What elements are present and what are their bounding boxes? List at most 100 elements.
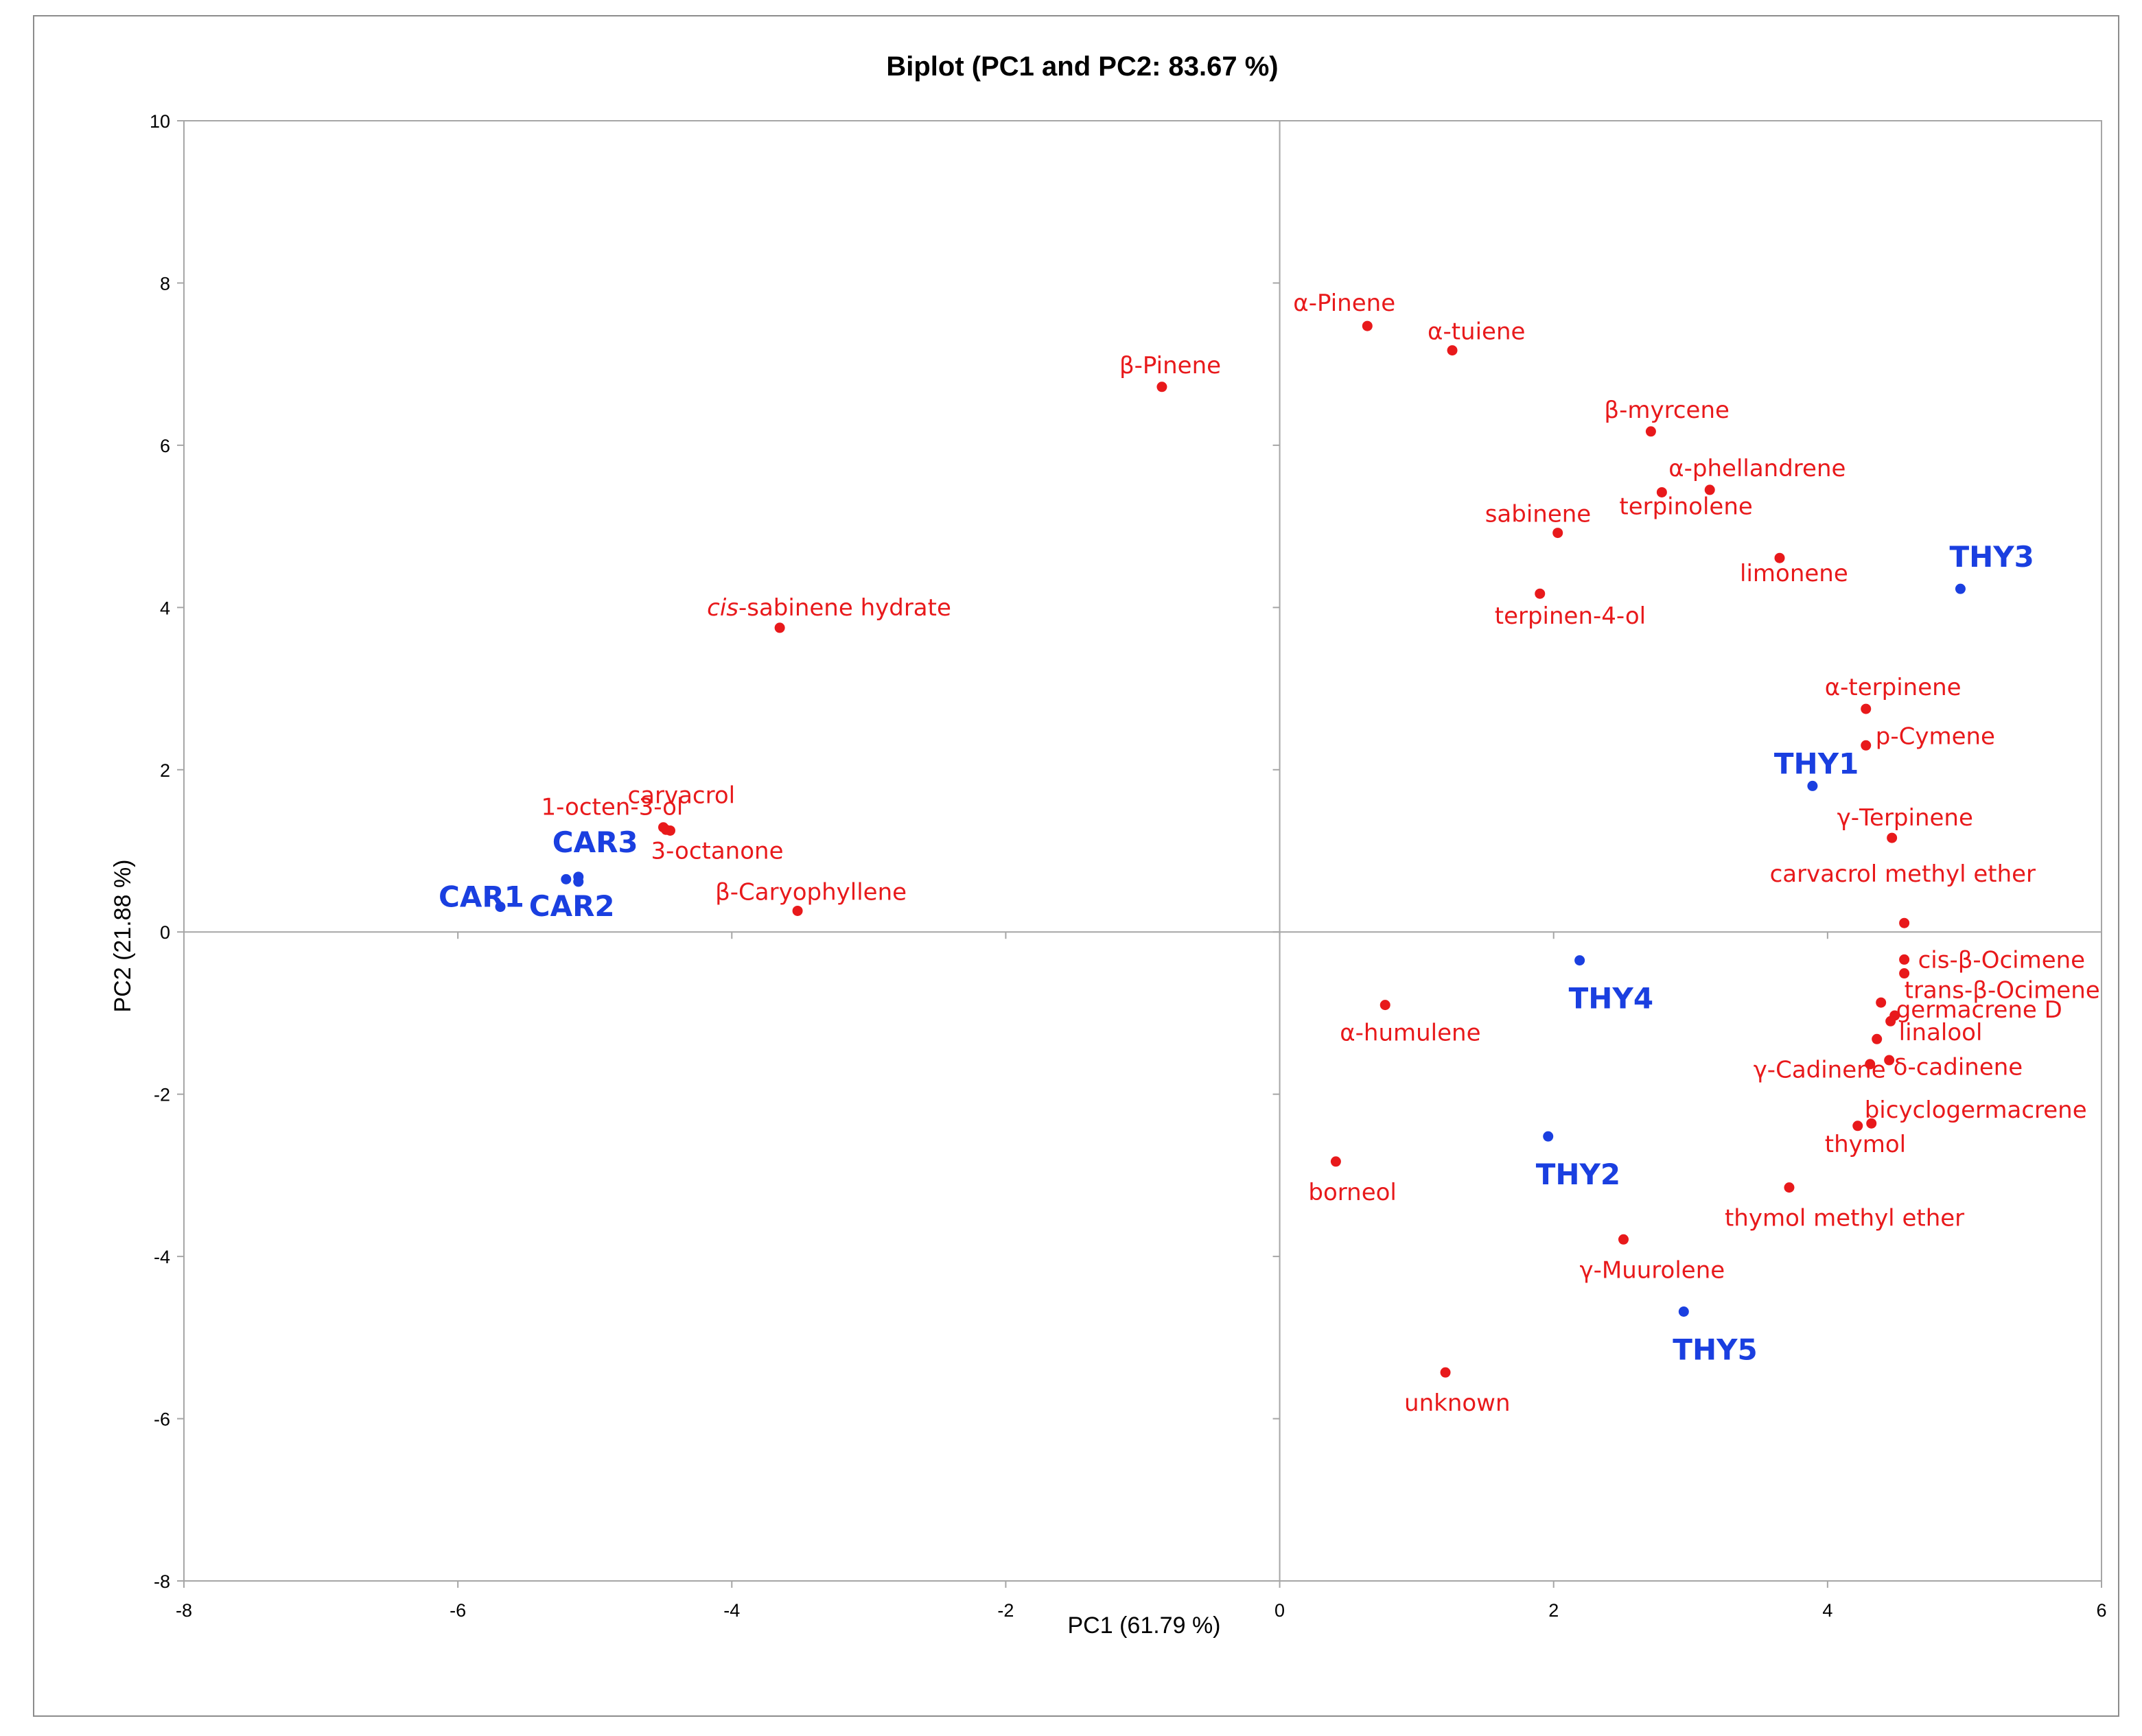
variable-label: α-Pinene: [1293, 290, 1395, 317]
y-tick-label: -4: [154, 1247, 170, 1267]
variable-label: carvacrol methyl ether: [1770, 860, 2036, 888]
y-tick-label: 2: [160, 760, 170, 781]
variable-point: [1656, 486, 1667, 497]
variable-point: [1899, 968, 1910, 979]
variable-point: [1876, 997, 1887, 1008]
variable-point: [1899, 917, 1910, 928]
variable-point: [1645, 426, 1656, 437]
variable-label: terpinen-4-ol: [1495, 602, 1646, 630]
x-tick-label: -2: [997, 1600, 1014, 1621]
x-tick-label: -4: [723, 1600, 740, 1621]
observation-point: [1955, 583, 1966, 594]
x-tick-label: -8: [176, 1600, 192, 1621]
variable-label: α-humulene: [1340, 1020, 1480, 1047]
variable-label: unknown: [1404, 1389, 1510, 1417]
variable-label: 1-octen-3-ol: [542, 794, 684, 821]
plot-area: [183, 120, 2102, 1582]
variable-point: [1865, 1059, 1876, 1070]
variable-label: thymol: [1825, 1131, 1906, 1158]
observation-label: CAR1: [439, 880, 524, 914]
x-tick-label: 6: [2096, 1600, 2106, 1621]
data-marks: α-Pinene α-tuiene β-Pinene β-myrcene α-phell…: [439, 290, 2100, 1417]
variable-label: trans-β-Ocimene: [1905, 977, 2100, 1005]
variable-label: cis-β-Ocimene: [1918, 946, 2086, 974]
variable-label: limonene: [1740, 560, 1848, 587]
variable-label: thymol methyl ether: [1725, 1205, 1964, 1232]
x-tick-label: 4: [1822, 1600, 1832, 1621]
variable-label: α-phellandrene: [1668, 455, 1846, 482]
variable-label: carvacrol: [627, 782, 735, 809]
variable-label: α-terpinene: [1825, 674, 1961, 701]
variable-point: [1447, 345, 1458, 356]
y-tick-label: 8: [160, 273, 170, 294]
variable-point: [1535, 588, 1546, 599]
variable-point: [1380, 1000, 1390, 1011]
observation-point: [1807, 780, 1818, 791]
variable-point: [1884, 1055, 1895, 1066]
variable-point: [1330, 1156, 1341, 1167]
x-tick-label: 2: [1548, 1600, 1559, 1621]
y-tick-label: -6: [154, 1409, 170, 1430]
plot-border: [183, 120, 2102, 1582]
variable-label: sabinene: [1485, 501, 1592, 528]
variable-point: [1704, 484, 1715, 495]
observation-point: [1678, 1306, 1689, 1317]
observation-label: CAR2: [529, 889, 615, 923]
variable-point: [1618, 1234, 1629, 1245]
observation-label: THY5: [1673, 1333, 1757, 1367]
variable-label: β-Caryophyllene: [715, 878, 907, 906]
variable-point: [1872, 1033, 1883, 1044]
variable-point: [774, 622, 785, 633]
x-axis-title: PC1 (61.79 %): [1068, 1612, 1221, 1639]
variable-label: cis-sabinene hydrate: [707, 594, 951, 622]
observation-label: THY2: [1536, 1158, 1620, 1191]
observation-label: CAR3: [552, 825, 638, 859]
variable-label: p-Cymene: [1876, 723, 1995, 750]
variable-label: terpinolene: [1619, 493, 1752, 520]
y-tick-label: 10: [150, 111, 170, 132]
variable-label: γ-Terpinene: [1837, 804, 1973, 832]
x-tick-label: -6: [450, 1600, 466, 1621]
observation-label: THY4: [1569, 982, 1653, 1016]
y-tick-label: -2: [154, 1085, 170, 1105]
variable-point: [1156, 382, 1167, 392]
variable-point: [1784, 1182, 1795, 1193]
variable-point: [1885, 1016, 1896, 1027]
y-axis-title: PC2 (21.88 %): [110, 860, 136, 1013]
variable-point: [1899, 954, 1910, 965]
variable-label: linalool: [1899, 1019, 1983, 1046]
variable-point: [792, 905, 803, 916]
biplot-chart: Biplot (PC1 and PC2: 83.67 %) -8 -6 -4 -2 0 2…: [110, 51, 2107, 1639]
variable-point: [1866, 1118, 1877, 1129]
variable-point: [1861, 740, 1872, 751]
variable-label: β-myrcene: [1604, 397, 1730, 424]
observation-point: [573, 876, 584, 887]
variable-point: [1552, 528, 1563, 539]
observation-point: [1543, 1131, 1554, 1142]
variable-point: [1774, 552, 1785, 563]
y-tick-label: 0: [160, 922, 170, 943]
observation-label: THY3: [1949, 540, 2034, 574]
variable-point: [1362, 320, 1373, 331]
variable-point: [1440, 1367, 1451, 1378]
variable-point: [1861, 703, 1872, 714]
axes: [177, 120, 2102, 1588]
observation-point: [561, 873, 572, 884]
variable-label: γ-Cadinene: [1754, 1056, 1886, 1083]
figure-frame: Biplot (PC1 and PC2: 83.67 %) -8 -6 -4 -2 0 2…: [33, 15, 2119, 1717]
variable-label: germacrene D: [1896, 996, 2062, 1024]
observation-point: [495, 902, 506, 913]
variable-label: γ-Muurolene: [1579, 1256, 1725, 1284]
tick-labels: -8 -6 -4 -2 0 2 4 6 -8 -6 -4 -2 0 2 4 6 8 10: [150, 111, 2107, 1621]
observation-label: THY1: [1774, 747, 1859, 780]
variable-label: 3-octanone: [651, 837, 783, 865]
y-tick-label: -8: [154, 1571, 170, 1592]
chart-title: Biplot (PC1 and PC2: 83.67 %): [886, 51, 1278, 82]
variable-label: borneol: [1308, 1179, 1396, 1206]
y-tick-label: 6: [160, 436, 170, 456]
variable-label: bicyclogermacrene: [1865, 1096, 2087, 1124]
observation-point: [1574, 955, 1585, 966]
variable-label: β-Pinene: [1119, 352, 1221, 379]
variable-point: [660, 824, 671, 835]
variable-label: δ-cadinene: [1894, 1053, 2023, 1081]
